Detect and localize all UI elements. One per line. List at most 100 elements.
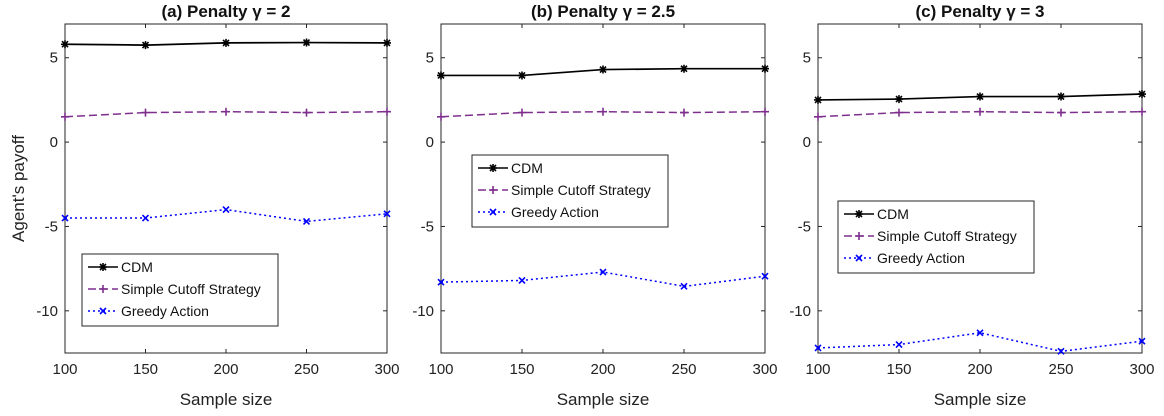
- series-1-point: [680, 64, 688, 73]
- legend-box: [471, 154, 669, 228]
- panel-1: 100 150 200 250 300 5 0 -5 -10 (a) Penalty γ = 2 S…: [9, 2, 400, 409]
- series-3-point: [761, 272, 769, 280]
- x-tick-label: 300: [1129, 361, 1154, 378]
- series-3-point: [61, 214, 69, 222]
- series-1-point: [437, 71, 445, 80]
- series-1-point: [1057, 92, 1065, 101]
- series-1-point: [599, 65, 607, 74]
- series-3-point: [1138, 337, 1146, 345]
- y-tick-label: -10: [36, 303, 58, 320]
- x-tick-label: 100: [52, 361, 77, 378]
- series-2-point: [437, 112, 445, 121]
- x-axis-label: Sample size: [557, 390, 650, 409]
- y-tick-label: 0: [803, 134, 811, 151]
- series-3-point: [599, 268, 607, 276]
- legend-label-2: Simple Cutoff Strategy: [121, 281, 261, 297]
- legend-label-3: Greedy Action: [121, 303, 209, 319]
- series-1-point: [895, 95, 903, 104]
- series-2-point: [599, 107, 607, 116]
- series-1-point: [61, 40, 69, 49]
- legend-label-3: Greedy Action: [511, 204, 599, 220]
- legend-marker-1: [855, 210, 863, 218]
- legend-label-3: Greedy Action: [877, 250, 965, 266]
- legend: CDM Simple Cutoff Strategy Greedy Action: [837, 200, 1035, 274]
- series-3-point: [814, 344, 822, 352]
- legend-label-1: CDM: [121, 259, 153, 275]
- series-1-point: [814, 95, 822, 104]
- series-3-point: [895, 340, 903, 349]
- y-tick-label: -10: [789, 303, 811, 320]
- series-3-point: [302, 217, 311, 225]
- legend-marker-3: [855, 254, 863, 262]
- x-tick-label: 250: [1048, 361, 1073, 378]
- x-tick-label: 200: [967, 361, 992, 378]
- x-tick-label: 100: [805, 361, 830, 378]
- y-tick-label: -10: [412, 303, 434, 320]
- series-1-point: [761, 64, 769, 73]
- y-axis-label: Agent's payoff: [9, 135, 28, 242]
- legend: CDM Simple Cutoff Strategy Greedy Action: [471, 154, 669, 228]
- y-tick-label: 5: [803, 50, 811, 67]
- x-tick-label: 150: [133, 361, 158, 378]
- y-tick-label: 0: [426, 134, 434, 151]
- legend-label-1: CDM: [877, 206, 909, 222]
- series-3-point: [680, 282, 688, 290]
- series-2-point: [141, 108, 150, 117]
- x-tick-label: 300: [752, 361, 777, 378]
- panel-3: 100 150 200 250 300 5 0 -5 -10 (c) Penalty γ = 3 S…: [789, 2, 1154, 409]
- legend-label-2: Simple Cutoff Strategy: [511, 182, 651, 198]
- series-2-point: [518, 108, 526, 117]
- series-2-point: [1138, 107, 1146, 116]
- x-axis-label: Sample size: [934, 390, 1027, 409]
- series-2-point: [222, 107, 230, 116]
- series-3-point: [437, 278, 445, 286]
- series-1-point: [383, 38, 391, 47]
- panel-2: 100 150 200 250 300 5 0 -5 -10 (b) Penalty γ = 2.…: [412, 2, 777, 409]
- legend-marker-1: [99, 263, 107, 271]
- chart-title: (a) Penalty γ = 2: [162, 2, 291, 21]
- chart-title: (b) Penalty γ = 2.5: [531, 2, 675, 21]
- series-1-point: [222, 38, 230, 47]
- series-2-point: [761, 107, 769, 116]
- x-tick-label: 100: [428, 361, 453, 378]
- x-tick-label: 250: [294, 361, 319, 378]
- legend-box: [837, 200, 1035, 274]
- plot-area: [817, 23, 1143, 354]
- series-3-point: [976, 329, 984, 337]
- series-3-point: [222, 206, 230, 214]
- series-2-point: [814, 112, 822, 121]
- x-tick-label: 250: [671, 361, 696, 378]
- series-3-point: [518, 276, 526, 285]
- series-2-point: [895, 108, 903, 117]
- legend-marker-1: [489, 164, 497, 172]
- legend-box: [81, 253, 279, 327]
- legend-marker-2: [99, 285, 107, 293]
- x-tick-label: 150: [886, 361, 911, 378]
- series-2-point: [383, 107, 391, 116]
- chart-title: (c) Penalty γ = 3: [916, 2, 1045, 21]
- y-tick-label: 5: [50, 50, 58, 67]
- series-1-point: [141, 41, 150, 50]
- y-tick-label: -5: [45, 218, 58, 235]
- series-2-point: [61, 112, 69, 121]
- series-3-point: [383, 210, 391, 218]
- series-1-point: [302, 38, 311, 47]
- series-2-point: [302, 108, 311, 117]
- series-1-point: [1138, 90, 1146, 99]
- series-1-point: [518, 71, 526, 80]
- legend-label-1: CDM: [511, 160, 543, 176]
- series-2-point: [680, 108, 688, 117]
- x-tick-label: 300: [374, 361, 399, 378]
- x-axis-label: Sample size: [180, 390, 273, 409]
- x-tick-label: 200: [213, 361, 238, 378]
- legend-label-2: Simple Cutoff Strategy: [877, 228, 1017, 244]
- series-2-point: [976, 107, 984, 116]
- x-tick-label: 150: [509, 361, 534, 378]
- legend-marker-3: [489, 208, 497, 216]
- x-tick-label: 200: [590, 361, 615, 378]
- y-tick-label: 5: [426, 50, 434, 67]
- legend: CDM Simple Cutoff Strategy Greedy Action: [81, 253, 279, 327]
- series-line-3: [440, 271, 766, 288]
- y-tick-label: -5: [798, 218, 811, 235]
